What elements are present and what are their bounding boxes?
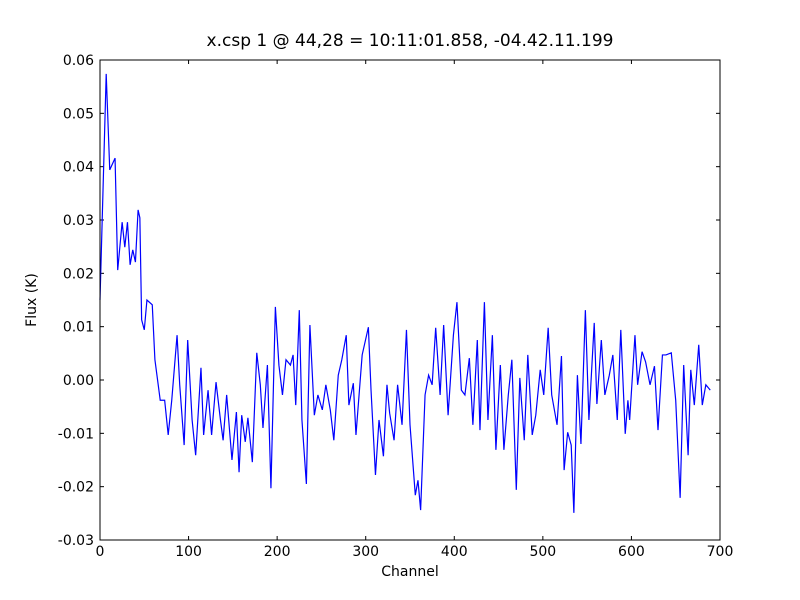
x-tick-label: 100 [175, 544, 202, 560]
y-tick-label: 0.05 [63, 106, 94, 122]
y-axis-label: Flux (K) [24, 273, 40, 327]
x-tick-label: 400 [441, 544, 468, 560]
y-tick-label: -0.01 [58, 426, 94, 442]
line-series [99, 73, 711, 513]
y-tick-label: -0.03 [58, 533, 94, 549]
y-tick-label: 0.03 [63, 213, 94, 229]
x-axis-label: Channel [381, 564, 438, 580]
x-tick-label: 700 [707, 544, 734, 560]
y-tick-label: 0.02 [63, 266, 94, 282]
chart-title: x.csp 1 @ 44,28 = 10:11:01.858, -04.42.1… [207, 31, 614, 51]
x-tick-label: 0 [96, 544, 105, 560]
y-tick-label: 0.01 [63, 320, 94, 336]
plot-frame [99, 59, 721, 541]
y-tick-label: 0.06 [63, 53, 94, 69]
x-tick-label: 600 [618, 544, 645, 560]
y-tick-label: 0.00 [63, 373, 94, 389]
y-tick-label: 0.04 [63, 160, 94, 176]
x-tick-label: 500 [529, 544, 556, 560]
x-tick-label: 200 [264, 544, 291, 560]
y-tick-label: -0.02 [58, 480, 94, 496]
x-tick-label: 300 [352, 544, 379, 560]
